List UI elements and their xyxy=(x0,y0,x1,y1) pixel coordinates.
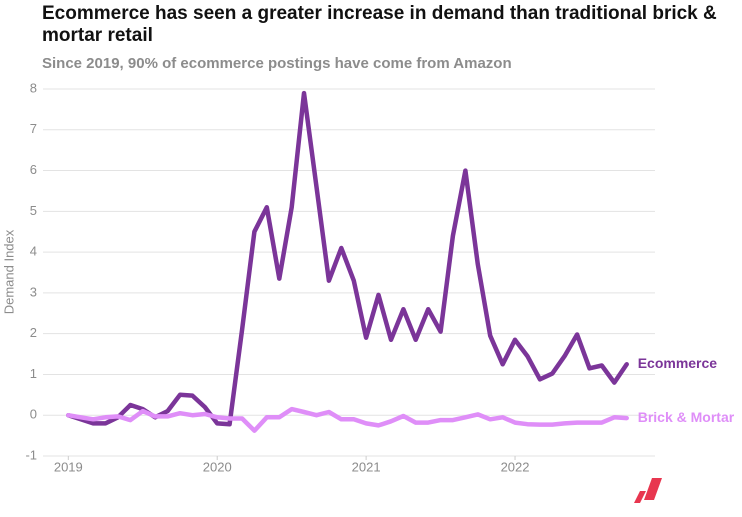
x-tick-label: 2022 xyxy=(501,459,530,474)
x-tick-label: 2019 xyxy=(54,459,83,474)
y-tick-label: 1 xyxy=(30,366,37,381)
series-label: Ecommerce xyxy=(638,355,718,371)
y-tick-label: 8 xyxy=(30,80,37,95)
x-tick-label: 2021 xyxy=(352,459,381,474)
line-series xyxy=(66,406,629,433)
y-tick-label: -1 xyxy=(25,447,37,462)
y-tick-label: 6 xyxy=(30,162,37,177)
chart-title: Ecommerce has seen a greater increase in… xyxy=(42,3,717,46)
y-tick-label: 7 xyxy=(30,121,37,136)
y-tick-label: 5 xyxy=(30,203,37,218)
y-axis-label: Demand Index xyxy=(1,229,16,314)
series-label: Brick & Mortar xyxy=(638,409,735,425)
y-tick-label: 0 xyxy=(30,407,37,422)
y-tick-label: 2 xyxy=(30,325,37,340)
chart-subtitle: Since 2019, 90% of ecommerce postings ha… xyxy=(42,55,512,72)
logo xyxy=(634,478,662,503)
x-tick-label: 2020 xyxy=(203,459,232,474)
y-tick-label: 4 xyxy=(30,244,37,259)
y-tick-label: 3 xyxy=(30,284,37,299)
